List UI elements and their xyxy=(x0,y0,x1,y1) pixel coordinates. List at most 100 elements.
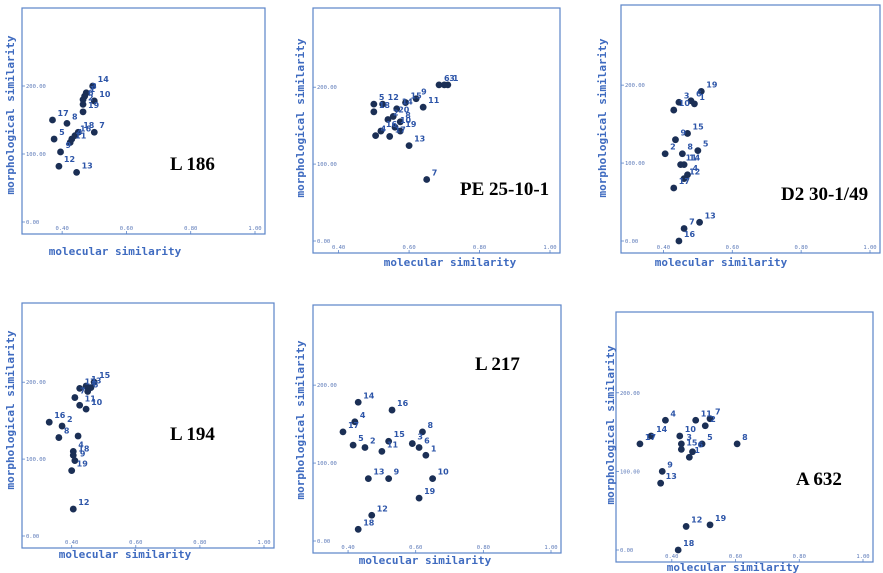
scatter-point xyxy=(682,523,690,530)
x-tick-label: 0.80 xyxy=(184,226,197,232)
scatter-point xyxy=(71,132,79,140)
y-tick-label: 200.00 xyxy=(26,380,46,386)
point-label: 6 xyxy=(93,380,99,389)
y-tick-label: 0.00 xyxy=(26,534,39,540)
scatter-point xyxy=(680,175,688,183)
point-label: 3 xyxy=(686,433,692,442)
scatter-point xyxy=(692,416,700,424)
x-tick-label: 1.00 xyxy=(257,540,270,546)
x-tick-label: 0.60 xyxy=(129,540,142,546)
x-tick-label: 0.40 xyxy=(341,545,354,551)
y-tick-label: 200.00 xyxy=(625,83,645,89)
x-tick-label: 0.40 xyxy=(657,245,670,251)
point-label: 14 xyxy=(363,391,375,400)
scatter-panel-l194: 0.00 100.00 200.00 0.40 0.60 0.80 1.00 molecula… xyxy=(0,295,290,570)
x-tick-label: 1.00 xyxy=(863,245,876,251)
y-tick-label: 100.00 xyxy=(26,457,46,463)
point-label: 12 xyxy=(689,168,700,177)
scatter-point xyxy=(696,218,703,226)
point-label: 7 xyxy=(689,218,695,227)
point-label: 8 xyxy=(687,143,693,152)
y-axis-label: morphological similarity xyxy=(604,345,617,504)
scatter-point xyxy=(79,96,87,103)
scatter-point xyxy=(694,147,702,155)
point-label: 1 xyxy=(694,446,700,455)
x-tick-label: 0.40 xyxy=(665,554,678,560)
point-label: 2 xyxy=(710,415,716,424)
scatter-point xyxy=(57,148,64,156)
x-tick-label: 0.80 xyxy=(477,545,490,551)
scatter-point xyxy=(76,401,84,409)
x-tick-label: 0.40 xyxy=(56,226,69,232)
scatter-point xyxy=(415,494,423,502)
scatter-point xyxy=(678,150,686,158)
point-label: 19 xyxy=(706,80,718,89)
panel-title: D2 30-1/49 xyxy=(781,184,868,205)
point-label: 4 xyxy=(381,125,387,134)
x-tick-label: 1.00 xyxy=(543,245,556,251)
scatter-point xyxy=(675,98,683,106)
scatter-point xyxy=(351,418,359,426)
scatter-point xyxy=(647,432,655,440)
y-axis-label: morphological similarity xyxy=(294,340,307,499)
point-label: 18 xyxy=(363,518,375,527)
scatter-point xyxy=(368,511,376,519)
y-tick-label: 0.00 xyxy=(26,220,39,226)
point-label: 19 xyxy=(88,101,100,110)
point-label: 14 xyxy=(656,425,668,434)
panel-title: A 632 xyxy=(796,469,842,490)
scatter-point xyxy=(672,136,679,144)
scatter-point xyxy=(71,394,79,401)
chart-svg: 0.00 100.00 200.00 0.40 0.60 0.80 1.00 molecula… xyxy=(604,311,874,573)
scatter-point xyxy=(435,81,443,89)
scatter-panel-pe25: 0.00 100.00 200.00 0.40 0.60 0.80 1.00 molecula… xyxy=(290,0,580,275)
point-label: 2 xyxy=(88,93,94,102)
point-label: 19 xyxy=(715,514,727,523)
point-label: 9 xyxy=(80,450,86,459)
point-label: 7 xyxy=(432,168,438,177)
point-label: 11 xyxy=(686,154,698,163)
scatter-point xyxy=(370,108,378,116)
y-tick-label: 0.00 xyxy=(317,239,330,245)
y-axis-label: morphological similarity xyxy=(4,330,17,489)
scatter-point xyxy=(45,418,53,426)
point-label: 6 xyxy=(696,90,702,99)
scatter-point xyxy=(79,108,87,116)
point-label: 8 xyxy=(427,421,433,430)
scatter-point xyxy=(440,81,448,89)
x-tick-label: 0.80 xyxy=(795,245,808,251)
scatter-point xyxy=(55,434,63,441)
scatter-point xyxy=(384,116,392,123)
x-tick-label: 1.00 xyxy=(544,545,557,551)
scatter-point xyxy=(372,132,380,140)
x-tick-label: 0.80 xyxy=(793,554,806,560)
scatter-point xyxy=(370,100,378,108)
scatter-point xyxy=(689,448,696,456)
point-label: 17 xyxy=(348,421,359,430)
y-tick-label: 200.00 xyxy=(317,85,337,91)
scatter-point xyxy=(402,99,409,106)
x-tick-label: 0.60 xyxy=(729,554,742,560)
point-label: 7 xyxy=(715,408,721,417)
scatter-point xyxy=(684,130,691,137)
scatter-point xyxy=(388,406,396,414)
point-label: 17 xyxy=(85,377,96,386)
scatter-point xyxy=(391,123,399,131)
point-label: 16 xyxy=(397,399,409,408)
point-label: 10 xyxy=(438,468,450,477)
point-label: 11 xyxy=(85,394,97,403)
scatter-point xyxy=(90,378,98,386)
chart-svg: 0.00 100.00 200.00 0.40 0.60 0.80 1.00 molecula… xyxy=(294,7,561,269)
point-label: 2 xyxy=(370,436,376,445)
point-label: 10 xyxy=(91,398,103,407)
plot-frame xyxy=(21,302,275,549)
point-label: 5 xyxy=(707,433,713,442)
point-label: 11 xyxy=(387,440,399,449)
point-label: 5 xyxy=(358,434,364,443)
point-label: 3 xyxy=(91,82,97,91)
point-label: 8 xyxy=(64,427,70,436)
point-label: 15 xyxy=(99,371,111,380)
x-tick-label: 0.80 xyxy=(193,540,206,546)
point-label: 4 xyxy=(77,128,83,137)
point-label: 14 xyxy=(689,154,701,163)
